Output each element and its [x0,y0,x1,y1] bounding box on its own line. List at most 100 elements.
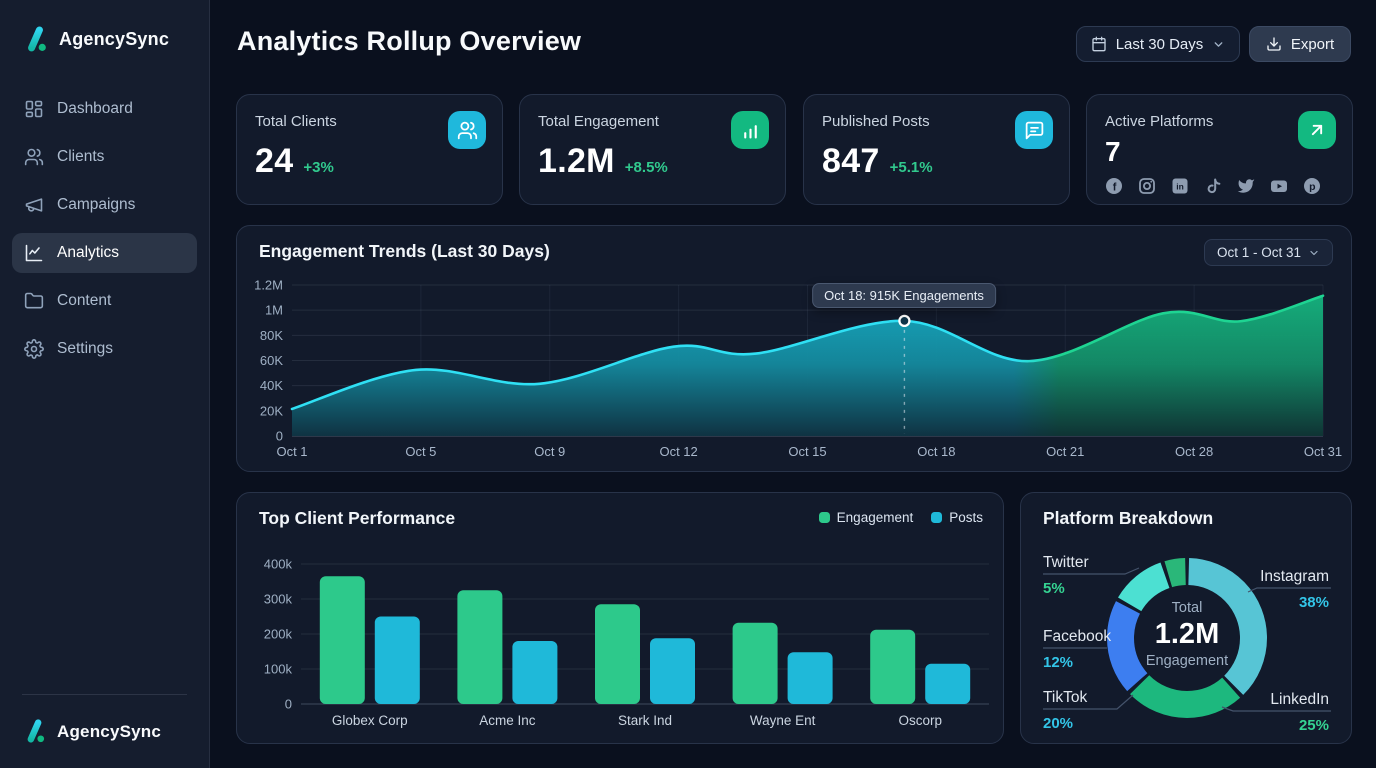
y-tick-label: 40K [260,378,283,393]
category-label: Stark Ind [618,713,672,728]
y-tick-label: 0 [276,429,283,444]
bar-engagement[interactable] [319,576,365,704]
tiktok-icon [1207,178,1221,194]
x-tick-label: Oct 12 [659,444,697,459]
sidebar-item-settings[interactable]: Settings [12,329,197,369]
donut-segment-instagram[interactable] [1107,558,1267,718]
bar-posts[interactable] [787,652,833,704]
sidebar-item-label: Campaigns [57,196,136,213]
category-label: Oscorp [898,713,942,728]
y-tick-label: 100k [264,662,293,677]
chart-legend: Engagement Posts [818,510,983,525]
x-tick-label: Oct 5 [405,444,436,459]
category-label: Globex Corp [332,713,408,728]
bar-posts[interactable] [512,641,558,704]
x-tick-label: Oct 15 [788,444,826,459]
trend-line [290,294,1325,411]
donut-label-linkedin: LinkedIn 25% [1270,690,1329,735]
x-tick-label: Oct 31 [1304,444,1342,459]
date-range-button[interactable]: Last 30 Days [1076,26,1240,62]
export-button[interactable]: Export [1249,26,1351,62]
y-tick-label: 20K [260,403,283,418]
calendar-icon [1092,36,1106,52]
sidebar-item-label: Analytics [57,244,120,261]
donut-label-name: Twitter [1043,554,1089,571]
platform-donut-chart[interactable] [1021,493,1353,745]
sidebar-item-content[interactable]: Content [12,281,197,321]
posts-legend-chip [931,512,943,523]
bar-posts[interactable] [925,663,971,704]
donut-label-name: Instagram [1260,568,1329,585]
facebook-icon: f [1106,178,1122,194]
donut-label-name: TikTok [1043,689,1088,706]
sidebar-item-clients[interactable]: Clients [12,137,197,177]
sidebar-nav: Dashboard Clients Campaigns Analytics Co… [12,89,197,369]
bars-title: Top Client Performance [259,508,456,528]
bar-engagement[interactable] [732,622,778,704]
donut-segment-linkedin[interactable] [1107,558,1267,718]
legend-item-engagement[interactable]: Engagement [818,510,913,525]
donut-label-instagram: Instagram 38% [1260,567,1329,612]
platform-title: Platform Breakdown [1043,508,1214,528]
y-tick-label: 80K [260,328,283,343]
sidebar-item-analytics[interactable]: Analytics [12,233,197,273]
page-title: Analytics Rollup Overview [237,26,582,56]
legend-label: Posts [949,510,983,525]
pinterest-icon: p [1304,178,1320,194]
stat-card-published-posts: Published Posts 847 +5.1% [803,94,1070,205]
brand-name: AgencySync [59,29,170,49]
donut-label-tiktok: TikTok 20% [1043,688,1087,733]
megaphone-icon [25,198,43,212]
label-leader-line [1043,694,1134,710]
stat-label: Published Posts [822,113,930,130]
bar-chart-icon [731,111,769,149]
users-icon [448,111,486,149]
trends-range-dropdown[interactable]: Oct 1 - Oct 31 [1203,239,1333,266]
stat-label: Active Platforms [1105,113,1214,130]
date-range-label: Last 30 Days [1115,35,1204,53]
client-performance-chart[interactable]: 400k 300k 200k 100k 0 Globex Corp Acme Inc Star… [237,493,1005,745]
users-icon [24,148,44,166]
chevron-down-icon [1310,250,1318,255]
sidebar-item-label: Content [57,292,112,309]
donut-segment-tiktok[interactable] [1107,558,1267,718]
line-chart-icon [25,244,43,262]
y-tick-label: 300k [264,592,293,607]
category-label: Acme Inc [479,713,536,728]
dashboard-icon [25,100,43,118]
donut-label-name: LinkedIn [1270,691,1329,708]
donut-label-facebook: Facebook 12% [1043,627,1111,672]
x-tick-label: Oct 18 [917,444,955,459]
label-leader-line [1221,706,1331,712]
linkedin-icon: in [1172,178,1188,194]
twitter-icon [1237,179,1255,193]
bar-posts[interactable] [650,638,695,704]
sidebar-item-label: Dashboard [57,100,133,117]
trends-title: Engagement Trends (Last 30 Days) [259,241,550,261]
sidebar-divider [22,694,187,695]
label-leader-line [1043,567,1140,575]
svg-text:f: f [1113,181,1117,193]
donut-label-pct: 12% [1043,654,1074,671]
bar-engagement[interactable] [595,604,640,704]
stat-delta: +3% [303,159,334,176]
sidebar: AgencySync Dashboard Clients Campaigns A… [0,0,210,768]
engagement-legend-chip [818,512,830,523]
sidebar-item-campaigns[interactable]: Campaigns [12,185,197,225]
donut-label-pct: 5% [1043,580,1065,597]
platform-icon-row: f in p [1105,177,1334,195]
bar-posts[interactable] [374,616,420,705]
bar-engagement[interactable] [870,629,916,704]
stat-delta: +8.5% [624,159,668,176]
stat-card-total-engagement: Total Engagement 1.2M +8.5% [519,94,786,205]
stat-card-total-clients: Total Clients 24 +3% [236,94,503,205]
legend-item-posts[interactable]: Posts [931,510,983,525]
footer-brand: AgencySync [22,719,187,744]
stat-label: Total Engagement [538,113,659,130]
bar-engagement[interactable] [457,590,503,704]
sidebar-item-dashboard[interactable]: Dashboard [12,89,197,129]
highlight-marker[interactable] [898,314,911,328]
stat-value: 847 [822,142,880,180]
